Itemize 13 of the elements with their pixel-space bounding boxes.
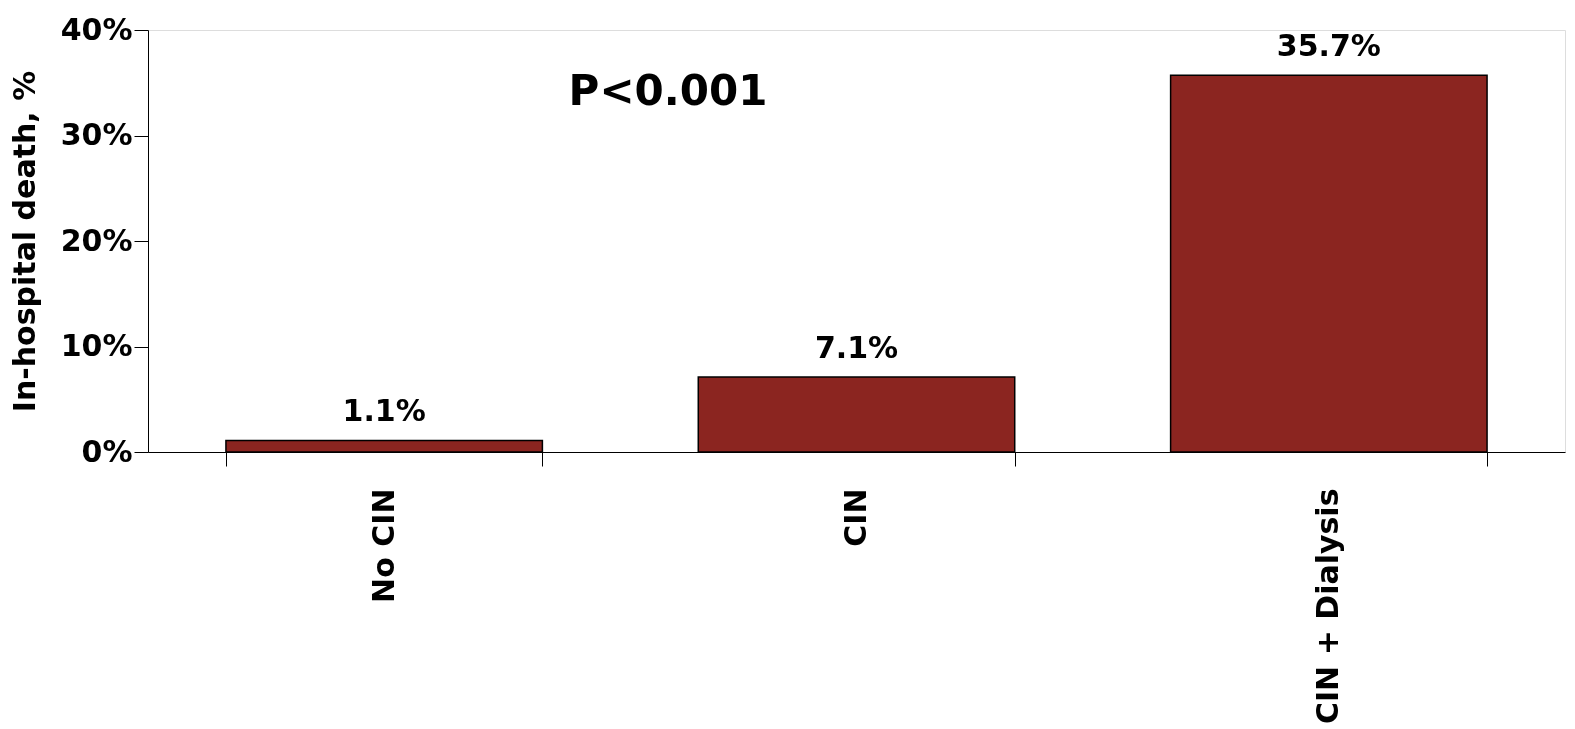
y-tick-label: 40% (60, 11, 133, 47)
data-label: 1.1% (342, 393, 426, 429)
y-axis-title: In-hospital death, % (6, 70, 42, 413)
x-tick-label: CIN + Dialysis (1310, 488, 1346, 725)
y-tick-label: 20% (60, 222, 133, 258)
x-tick-label: CIN (838, 488, 873, 547)
y-tick-label: 0% (81, 433, 133, 469)
y-tick-label: 30% (60, 117, 133, 152)
x-tick-label: No CIN (365, 488, 401, 603)
y-tick-label: 10% (60, 328, 133, 363)
data-label: 35.7% (1276, 28, 1381, 64)
data-label: 7.1% (814, 330, 899, 366)
annotation: P<0.001 (568, 66, 768, 115)
